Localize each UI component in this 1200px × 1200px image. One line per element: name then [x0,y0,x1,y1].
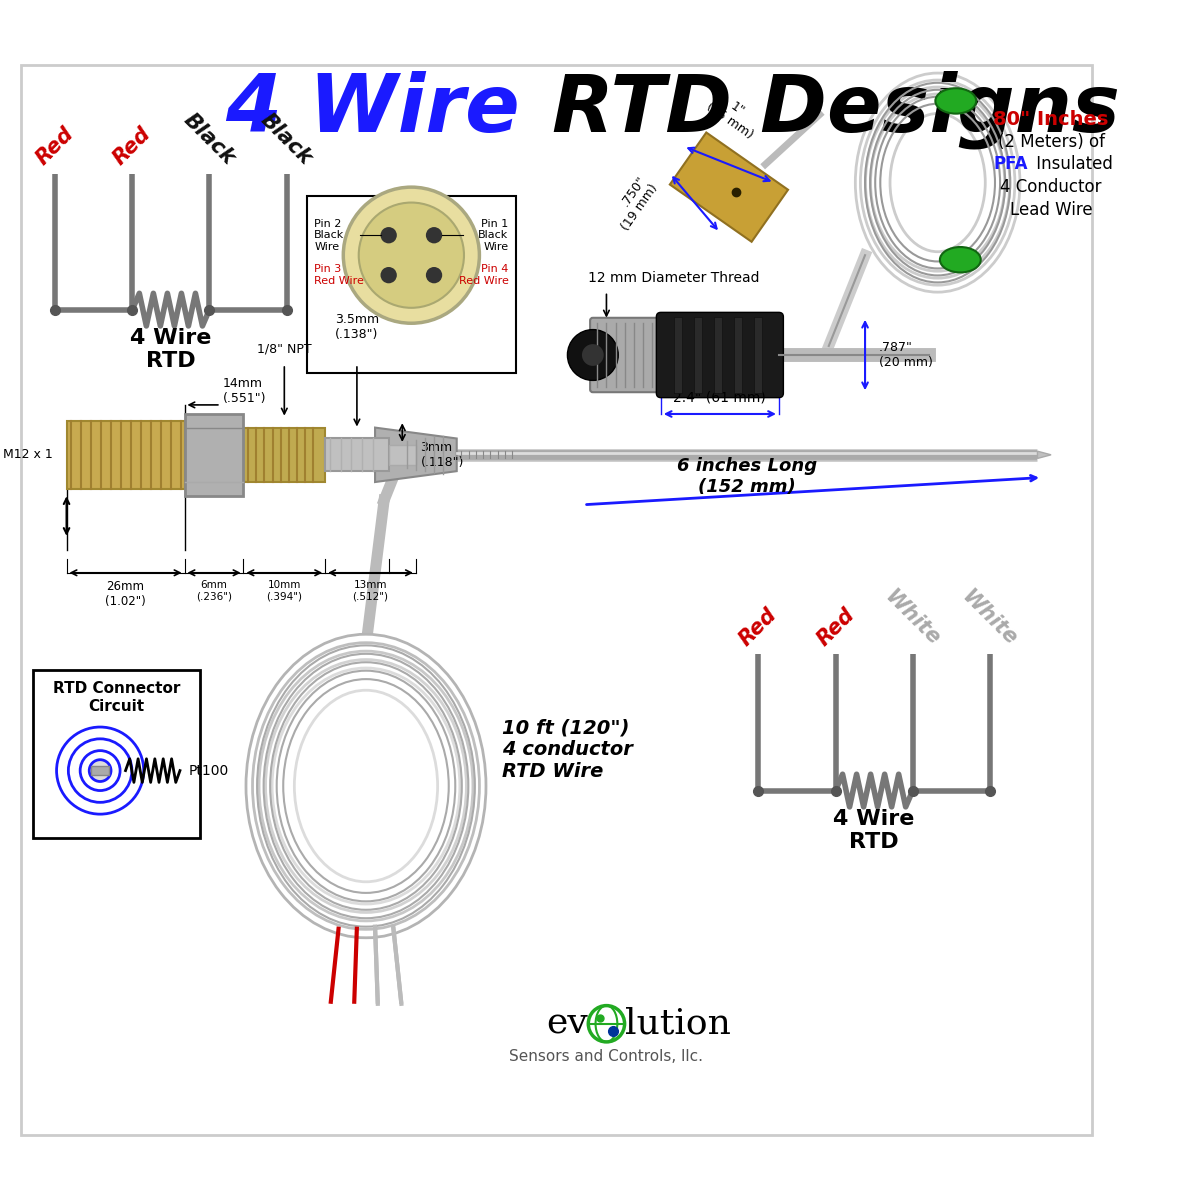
Text: 3.5mm
(.138"): 3.5mm (.138") [335,313,379,341]
Polygon shape [1038,451,1051,458]
Circle shape [359,203,464,308]
Circle shape [426,266,443,283]
Circle shape [343,187,480,323]
Text: 1"
(25 mm): 1" (25 mm) [703,88,763,142]
Text: Pin 4
Red Wire: Pin 4 Red Wire [458,264,509,286]
Text: Pin 2
Black
Wire: Pin 2 Black Wire [314,218,344,252]
Bar [185,414,244,496]
Text: 12 mm Diameter Thread: 12 mm Diameter Thread [588,271,760,286]
Text: 26mm
(1.02"): 26mm (1.02") [106,580,146,608]
Text: ev: ev [546,1007,588,1040]
Text: 4 Wire
RTD: 4 Wire RTD [834,809,914,852]
Text: .750"
(19 mm): .750" (19 mm) [607,174,661,234]
Circle shape [588,1006,624,1042]
Text: 10 ft (120")
4 conductor
RTD Wire: 10 ft (120") 4 conductor RTD Wire [502,719,632,781]
Bar [32,671,200,838]
Bar [714,317,721,394]
Circle shape [582,344,604,366]
Text: RTD Connector
Circuit: RTD Connector Circuit [53,682,180,714]
Bar [389,445,416,464]
Text: 2.4" (61 mm): 2.4" (61 mm) [673,391,767,404]
Circle shape [89,760,112,781]
Text: Pin 3
Red Wire: Pin 3 Red Wire [314,264,364,286]
Text: 80" Inches: 80" Inches [994,109,1109,128]
Text: Red: Red [736,605,781,650]
Bar [755,317,762,394]
Text: 10mm
(.394"): 10mm (.394") [266,580,302,601]
Bar [66,421,185,488]
Circle shape [426,227,443,244]
Text: Black: Black [257,110,316,169]
Text: 4 Conductor: 4 Conductor [1001,178,1102,196]
Text: Sensors and Controls, llc.: Sensors and Controls, llc. [510,1049,703,1064]
Text: Black: Black [180,110,239,169]
Text: PFA: PFA [994,156,1028,174]
Text: Red: Red [812,605,858,650]
Polygon shape [376,427,457,482]
Text: Pt100: Pt100 [190,763,229,778]
Bar [325,438,389,472]
Ellipse shape [935,89,977,114]
Text: (2 Meters) of: (2 Meters) of [997,133,1104,151]
Text: 1/8" NPT: 1/8" NPT [257,342,312,355]
Text: RTD Designs: RTD Designs [552,71,1120,149]
Text: Insulated: Insulated [1031,156,1112,174]
Bar [91,766,109,775]
Text: 6 inches Long
(152 mm): 6 inches Long (152 mm) [677,457,817,496]
Text: Red: Red [109,124,155,169]
Polygon shape [670,132,788,241]
Circle shape [568,330,618,380]
Text: lution: lution [625,1007,731,1040]
Text: White: White [959,587,1021,650]
FancyBboxPatch shape [656,312,784,397]
Text: 4 Wire: 4 Wire [224,71,547,149]
Circle shape [380,266,397,283]
Bar [695,317,702,394]
Text: 4 Wire
RTD: 4 Wire RTD [131,328,211,371]
Bar [307,197,516,373]
Text: 13mm
(.512"): 13mm (.512") [353,580,389,601]
FancyBboxPatch shape [590,318,664,392]
Text: 14mm
(.551"): 14mm (.551") [223,377,266,406]
Bar [244,427,325,482]
Text: Lead Wire: Lead Wire [1009,200,1092,218]
Text: White: White [881,587,944,650]
Text: Red: Red [32,124,78,169]
Ellipse shape [940,247,980,272]
Text: M12 x 1: M12 x 1 [4,449,53,461]
Bar [674,317,682,394]
Text: .787"
(20 mm): .787" (20 mm) [878,341,932,370]
Text: 6mm
(.236"): 6mm (.236") [196,580,232,601]
Circle shape [380,227,397,244]
Bar [734,317,742,394]
Text: Pin 1
Black
Wire: Pin 1 Black Wire [478,218,509,252]
Text: 3mm
(.118"): 3mm (.118") [420,440,464,469]
